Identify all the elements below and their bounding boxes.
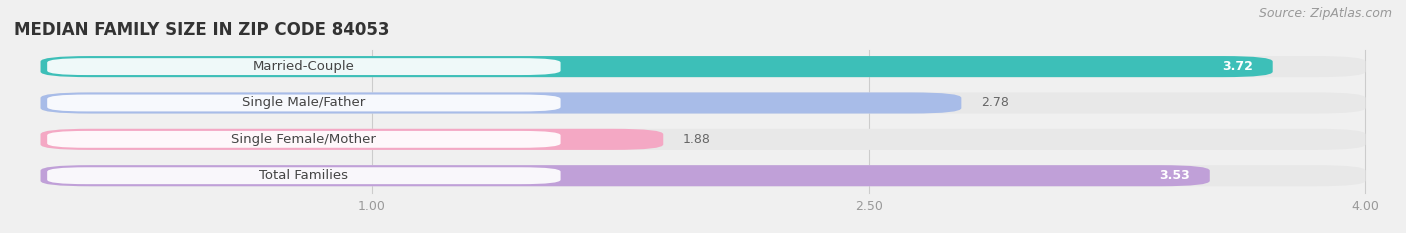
FancyBboxPatch shape bbox=[41, 129, 1365, 150]
Text: 3.53: 3.53 bbox=[1159, 169, 1189, 182]
FancyBboxPatch shape bbox=[41, 129, 664, 150]
Text: MEDIAN FAMILY SIZE IN ZIP CODE 84053: MEDIAN FAMILY SIZE IN ZIP CODE 84053 bbox=[14, 21, 389, 39]
FancyBboxPatch shape bbox=[48, 167, 561, 184]
Text: 3.72: 3.72 bbox=[1222, 60, 1253, 73]
FancyBboxPatch shape bbox=[41, 93, 962, 113]
FancyBboxPatch shape bbox=[41, 165, 1209, 186]
FancyBboxPatch shape bbox=[41, 93, 1365, 113]
Text: Source: ZipAtlas.com: Source: ZipAtlas.com bbox=[1258, 7, 1392, 20]
FancyBboxPatch shape bbox=[41, 56, 1272, 77]
Text: 2.78: 2.78 bbox=[981, 96, 1010, 110]
Text: Married-Couple: Married-Couple bbox=[253, 60, 354, 73]
FancyBboxPatch shape bbox=[48, 95, 561, 111]
FancyBboxPatch shape bbox=[41, 165, 1365, 186]
Text: Total Families: Total Families bbox=[259, 169, 349, 182]
FancyBboxPatch shape bbox=[41, 56, 1365, 77]
Text: 1.88: 1.88 bbox=[683, 133, 711, 146]
Text: Single Male/Father: Single Male/Father bbox=[242, 96, 366, 110]
FancyBboxPatch shape bbox=[48, 58, 561, 75]
FancyBboxPatch shape bbox=[48, 131, 561, 148]
Text: Single Female/Mother: Single Female/Mother bbox=[232, 133, 377, 146]
